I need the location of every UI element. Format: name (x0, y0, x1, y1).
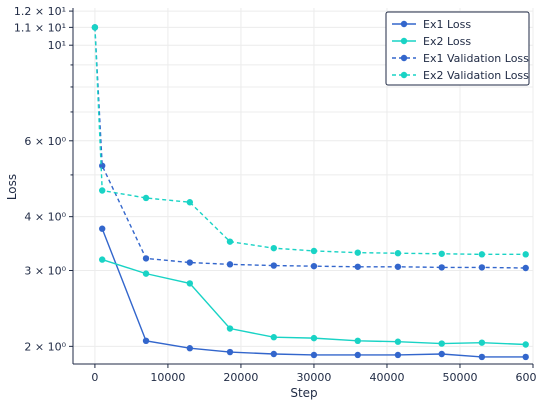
y-axis-label: Loss (5, 174, 19, 200)
data-point (270, 350, 277, 358)
legend-label: Ex1 Validation Loss (423, 52, 529, 65)
series-line (94, 27, 526, 256)
data-point (142, 255, 150, 262)
data-point (310, 334, 318, 342)
legend-box (385, 11, 530, 86)
legend-swatch-marker (400, 37, 408, 45)
data-point (438, 350, 445, 358)
y-tick-label: 6 × 10⁰ (24, 135, 66, 148)
data-point (99, 162, 106, 169)
data-point (270, 244, 277, 252)
data-point (226, 325, 234, 332)
data-point (438, 340, 445, 347)
data-point (394, 338, 402, 345)
y-tick-label: 2 × 10⁰ (24, 340, 66, 353)
x-tick-label: 30000 (296, 371, 331, 384)
data-point (522, 353, 529, 361)
data-point (478, 353, 486, 361)
legend-swatch-marker (400, 71, 408, 79)
data-point (186, 199, 194, 206)
y-tick-label: 1.2 × 10¹ (14, 5, 66, 18)
series-ex2-loss (99, 256, 529, 348)
data-point (142, 270, 150, 277)
data-point (522, 264, 529, 272)
data-point (186, 280, 194, 287)
data-point (394, 250, 402, 257)
data-point (478, 251, 486, 258)
legend-swatch-marker (400, 54, 408, 62)
data-point (99, 256, 106, 263)
x-tick-label: 40000 (369, 371, 404, 384)
y-tick-label: 3 × 10⁰ (24, 264, 66, 277)
x-tick-label: 20000 (223, 371, 258, 384)
data-point (354, 351, 361, 359)
legend: Ex1 Loss Ex2 Loss Ex1 Validation Loss Ex2 V… (385, 11, 530, 86)
data-point (226, 348, 234, 356)
data-point (310, 351, 318, 359)
data-point (394, 263, 402, 270)
y-tick-label: 4 × 10⁰ (24, 211, 66, 224)
data-point (354, 249, 361, 256)
data-point (394, 351, 402, 359)
data-point (99, 187, 106, 194)
axes: 0 10000 20000 30000 40000 50000 60000 2 × 10⁰ 3 … (14, 5, 536, 384)
legend-item: Ex1 Loss (392, 18, 471, 31)
data-point (438, 264, 445, 271)
legend-item: Ex1 Validation Loss (392, 52, 529, 65)
data-point (478, 264, 486, 271)
data-point (186, 259, 194, 266)
data-point (226, 238, 234, 245)
x-axis-label: Step (290, 386, 317, 400)
series-ex2-validation-loss (91, 24, 529, 258)
data-point (99, 225, 106, 232)
legend-label: Ex2 Validation Loss (423, 69, 529, 82)
data-point (270, 262, 277, 269)
y-tick-label: 10¹ (48, 39, 66, 52)
data-point (522, 341, 529, 348)
series-layer (91, 24, 529, 361)
data-point (522, 251, 529, 258)
data-point (478, 339, 486, 346)
x-tick-label: 0 (91, 371, 98, 384)
data-point (186, 345, 194, 352)
data-point (270, 334, 277, 341)
data-point (310, 262, 318, 270)
data-point (354, 337, 361, 345)
legend-label: Ex1 Loss (423, 18, 471, 31)
data-point (310, 247, 318, 255)
legend-item: Ex2 Loss (392, 35, 471, 48)
data-point (226, 261, 234, 268)
data-point (438, 250, 445, 257)
series-ex1-loss (99, 225, 529, 361)
legend-swatch-marker (400, 20, 408, 28)
data-point (142, 194, 150, 202)
x-tick-label: 60000 (516, 371, 536, 384)
legend-label: Ex2 Loss (423, 35, 471, 48)
y-tick-label: 1.1 × 10¹ (14, 21, 66, 34)
series-ex1-validation-loss (91, 24, 529, 272)
data-point (142, 337, 150, 345)
data-point (91, 24, 99, 31)
legend-item: Ex2 Validation Loss (392, 69, 529, 82)
x-tick-label: 50000 (442, 371, 477, 384)
data-point (354, 263, 361, 270)
x-tick-label: 10000 (150, 371, 185, 384)
